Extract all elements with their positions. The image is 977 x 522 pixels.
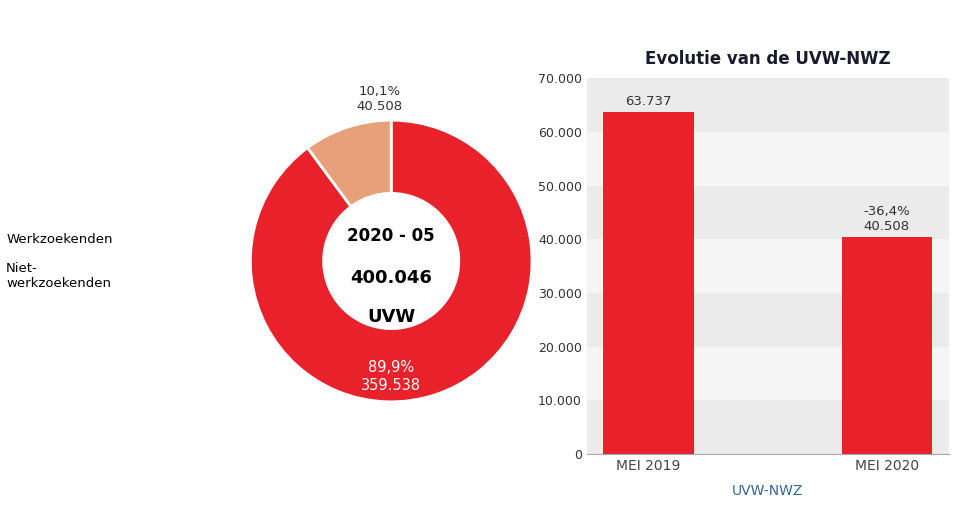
- Legend: Werkzoekenden, Niet-
werkzoekenden: Werkzoekenden, Niet- werkzoekenden: [0, 232, 112, 290]
- Title: Evolutie van de UVW-NWZ: Evolutie van de UVW-NWZ: [644, 51, 890, 68]
- Wedge shape: [307, 120, 391, 207]
- Bar: [586, 293, 948, 347]
- Text: 89,9%
359.538: 89,9% 359.538: [361, 360, 421, 393]
- Bar: [841, 236, 931, 454]
- Text: 10,1%
40.508: 10,1% 40.508: [357, 85, 403, 113]
- Text: 2020 - 05: 2020 - 05: [347, 227, 435, 245]
- Bar: [586, 240, 948, 293]
- X-axis label: UVW-NWZ: UVW-NWZ: [732, 484, 802, 498]
- Bar: [586, 186, 948, 240]
- Bar: [586, 400, 948, 454]
- Text: UVW: UVW: [366, 309, 415, 326]
- Text: -36,4%
40.508: -36,4% 40.508: [863, 205, 910, 233]
- Bar: [586, 78, 948, 132]
- Bar: [586, 347, 948, 400]
- Text: 63.737: 63.737: [624, 95, 671, 108]
- Bar: [586, 132, 948, 186]
- Bar: [603, 112, 693, 454]
- Text: 400.046: 400.046: [350, 269, 432, 287]
- Wedge shape: [250, 120, 531, 402]
